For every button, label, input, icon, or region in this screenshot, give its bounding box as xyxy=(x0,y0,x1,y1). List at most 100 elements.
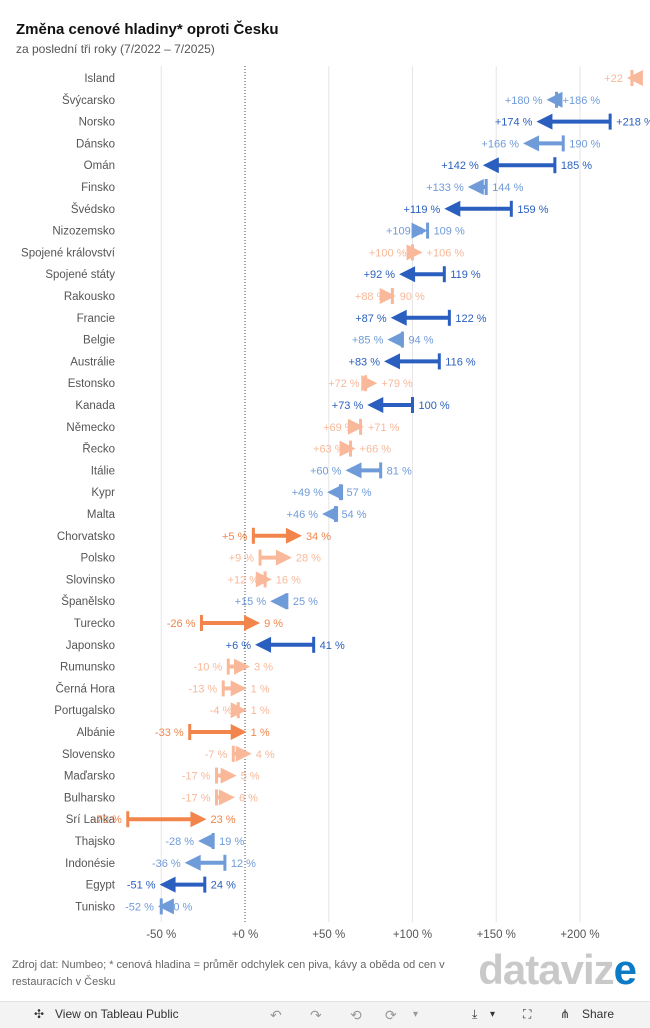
country-label: Tunisko xyxy=(75,901,115,913)
from-value-label: 50 % xyxy=(167,901,192,913)
to-value-label: +6 % xyxy=(226,640,252,652)
share-button[interactable]: Share xyxy=(582,1007,615,1021)
undo-icon[interactable]: ↶ xyxy=(270,1007,282,1023)
from-value-label: 12 % xyxy=(231,858,256,870)
end-arrowhead xyxy=(390,309,407,326)
from-value-label: 24 % xyxy=(211,880,236,892)
country-label: Nizozemsko xyxy=(52,226,115,238)
from-value-label: 144 % xyxy=(492,182,523,194)
end-arrowhead xyxy=(546,91,563,108)
end-arrowhead xyxy=(345,462,362,479)
country-label: Egypt xyxy=(86,880,116,892)
end-arrowhead xyxy=(444,200,461,217)
from-value-label: +100 % xyxy=(369,247,407,259)
to-value-label: 4 % xyxy=(256,749,275,761)
country-label: Kypr xyxy=(91,487,115,499)
country-label: Spojené království xyxy=(21,247,116,259)
from-value-label: 19 % xyxy=(219,836,244,848)
tableau-logo-icon[interactable]: ✣ xyxy=(34,1007,45,1021)
from-value-label: +88 % xyxy=(355,291,387,303)
to-value-label: +83 % xyxy=(349,356,381,368)
end-arrowhead xyxy=(327,484,344,501)
from-value-label: +218 % xyxy=(616,117,650,129)
from-value-label: 94 % xyxy=(408,335,433,347)
view-on-tableau-link[interactable]: View on Tableau Public xyxy=(55,1007,179,1021)
end-arrowhead xyxy=(230,680,247,697)
country-label: Kanada xyxy=(75,400,115,412)
country-label: Indonésie xyxy=(65,858,115,870)
to-value-label: -36 % xyxy=(152,858,181,870)
tableau-toolbar: ✣ View on Tableau Public ↶ ↷ ⟲ ⟳ ▾ ⤓ ▾ ⛶… xyxy=(0,1001,650,1028)
from-value-label: -7 % xyxy=(205,749,228,761)
country-label: Maďarsko xyxy=(64,771,115,783)
country-label: Řecko xyxy=(82,443,115,456)
country-label: Švédsko xyxy=(71,203,115,216)
end-arrowhead xyxy=(157,898,174,915)
to-value-label: 28 % xyxy=(296,553,321,565)
end-arrowhead xyxy=(198,833,215,849)
country-label: Rumunsko xyxy=(60,662,115,674)
end-arrowhead xyxy=(218,789,235,806)
end-arrowhead xyxy=(234,658,251,675)
country-label: Malta xyxy=(87,509,116,521)
from-value-label: 122 % xyxy=(455,313,486,325)
download-icon[interactable]: ⤓ xyxy=(472,1007,478,1021)
from-value-label: +186 % xyxy=(563,95,601,107)
country-label: Portugalsko xyxy=(54,705,115,717)
to-value-label: +142 % xyxy=(441,160,479,172)
to-value-label: +109 % xyxy=(386,226,424,238)
country-label: Rakousko xyxy=(64,291,115,303)
share-icon[interactable]: ⋔ xyxy=(560,1007,571,1021)
end-arrowhead xyxy=(523,135,540,152)
to-value-label: +49 % xyxy=(292,487,324,499)
end-arrowhead xyxy=(244,615,261,631)
x-tick-label: +0 % xyxy=(232,929,259,941)
country-label: Belgie xyxy=(83,335,115,347)
end-arrowhead xyxy=(406,244,423,261)
country-label: Slovensko xyxy=(62,749,115,761)
country-label: Finsko xyxy=(81,182,115,194)
from-value-label: 54 % xyxy=(341,509,366,521)
country-label: Omán xyxy=(84,160,115,172)
from-value-label: 185 % xyxy=(561,160,592,172)
to-value-label: +73 % xyxy=(332,400,364,412)
end-arrowhead xyxy=(379,288,396,304)
redo-icon[interactable]: ↷ xyxy=(310,1007,322,1023)
end-arrowhead xyxy=(230,724,247,740)
download-dropdown-icon[interactable]: ▾ xyxy=(490,1009,496,1020)
x-tick-label: +100 % xyxy=(393,929,432,941)
from-value-label: 25 % xyxy=(293,596,318,608)
from-value-label: -10 % xyxy=(194,662,223,674)
country-label: Srí Lanka xyxy=(66,814,116,826)
to-value-label: 1 % xyxy=(251,705,270,717)
to-value-label: -51 % xyxy=(127,880,156,892)
revert-icon[interactable]: ⟲ xyxy=(350,1007,362,1023)
end-arrowhead xyxy=(467,179,484,195)
end-arrowhead xyxy=(399,266,416,283)
end-arrowhead xyxy=(190,811,207,828)
to-value-label: +46 % xyxy=(287,509,319,521)
refresh-icon[interactable]: ⟳ xyxy=(385,1007,397,1023)
refresh-dropdown-icon[interactable]: ▾ xyxy=(413,1009,419,1020)
to-value-label: 16 % xyxy=(276,574,301,586)
x-tick-label: +150 % xyxy=(477,929,516,941)
from-value-label: -33 % xyxy=(155,727,184,739)
dumbbell-chart: -50 % +0 % +50 % +100 % +150 % +200 % Island +2… xyxy=(21,66,650,941)
from-value-label: 81 % xyxy=(387,465,412,477)
chart-subtitle: za poslední tři roky (7/2022 – 7/2025) xyxy=(16,42,215,56)
from-value-label: 119 % xyxy=(450,269,481,281)
country-label: Island xyxy=(84,73,115,85)
to-value-label: +85 % xyxy=(352,335,384,347)
country-label: Bulharsko xyxy=(64,792,115,804)
end-arrowhead xyxy=(322,506,339,522)
country-label: Austrálie xyxy=(70,356,115,368)
from-value-label: -17 % xyxy=(182,792,211,804)
to-value-label: 34 % xyxy=(306,531,331,543)
fullscreen-icon[interactable]: ⛶ xyxy=(523,1007,532,1021)
from-value-label: 57 % xyxy=(346,487,371,499)
end-arrowhead xyxy=(536,113,553,130)
from-value-label: 159 % xyxy=(517,204,548,216)
datavize-logo[interactable]: datavize xyxy=(478,946,637,994)
from-value-label: +69 % xyxy=(323,422,355,434)
chart-title: Změna cenové hladiny* oproti Česku xyxy=(16,21,279,38)
